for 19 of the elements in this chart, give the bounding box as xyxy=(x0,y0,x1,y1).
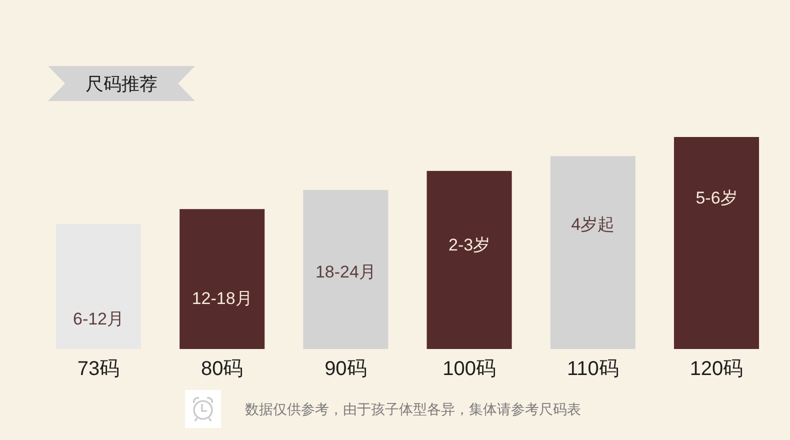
annotation: 5-6岁 xyxy=(696,188,738,208)
x-tick-label: 80码 xyxy=(200,358,244,380)
bar xyxy=(426,170,512,349)
x-tick-label: 120码 xyxy=(690,358,744,380)
annotation: 4岁起 xyxy=(571,215,615,234)
x-tick-label: 110码 xyxy=(566,358,619,380)
x-tick-label: 100码 xyxy=(442,358,496,380)
annotation: 12-18月 xyxy=(192,288,252,308)
x-tick-label: 73码 xyxy=(77,358,120,380)
bar xyxy=(674,137,760,349)
chart-title: 尺码推荐 xyxy=(86,74,158,94)
bar xyxy=(550,156,636,349)
annotation: 2-3岁 xyxy=(448,236,490,255)
annotation: 18-24月 xyxy=(315,262,376,282)
annotation: 6-12月 xyxy=(72,309,124,328)
x-tick-label: 90码 xyxy=(324,358,367,380)
bar xyxy=(303,190,388,349)
bar xyxy=(180,209,265,349)
text: 数据仅供参考，由于孩子体型各异，集体请参考尺码表 xyxy=(245,401,581,417)
